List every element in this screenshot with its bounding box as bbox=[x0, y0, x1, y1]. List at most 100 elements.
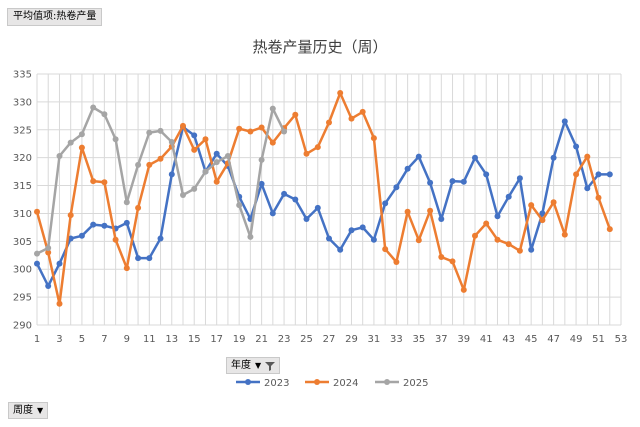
data-point-2024 bbox=[78, 144, 85, 151]
data-point-2024 bbox=[516, 247, 523, 254]
data-point-2025 bbox=[191, 185, 198, 192]
x-tick-label: 19 bbox=[233, 334, 246, 345]
legend-marker-2024 bbox=[314, 379, 320, 385]
data-point-2025 bbox=[78, 131, 85, 138]
x-tick-label: 27 bbox=[323, 334, 336, 345]
legend-label-2024: 2024 bbox=[333, 378, 358, 389]
report-filter-button[interactable]: 平均值项:热卷产量 bbox=[7, 8, 103, 26]
data-point-2024 bbox=[606, 226, 613, 233]
data-point-2024 bbox=[191, 146, 198, 153]
data-point-2023 bbox=[595, 171, 602, 178]
data-point-2023 bbox=[258, 180, 265, 187]
year-field-button[interactable]: 年度 ▼ bbox=[226, 357, 281, 374]
data-point-2023 bbox=[45, 283, 52, 289]
filter-funnel-icon bbox=[265, 361, 276, 371]
data-point-2023 bbox=[460, 178, 467, 185]
data-point-2024 bbox=[157, 155, 164, 162]
data-point-2025 bbox=[67, 139, 74, 146]
x-tick-label: 51 bbox=[592, 334, 605, 345]
data-point-2025 bbox=[168, 139, 175, 145]
data-point-2025 bbox=[123, 199, 130, 206]
data-point-2023 bbox=[34, 260, 40, 267]
data-point-2023 bbox=[606, 171, 613, 178]
report-filter-label: 平均值项:热卷产量 bbox=[13, 11, 97, 22]
data-point-2024 bbox=[359, 108, 366, 115]
data-point-2025 bbox=[157, 127, 164, 134]
chart-title: 热卷产量历史（周） bbox=[252, 38, 387, 56]
data-point-2024 bbox=[573, 171, 580, 178]
data-point-2024 bbox=[415, 237, 422, 244]
data-point-2023 bbox=[67, 235, 74, 242]
data-point-2023 bbox=[404, 165, 411, 172]
x-tick-label: 9 bbox=[124, 334, 130, 345]
data-point-2023 bbox=[584, 185, 591, 192]
data-point-2023 bbox=[90, 221, 97, 228]
data-point-2024 bbox=[460, 286, 467, 293]
data-point-2024 bbox=[438, 254, 445, 260]
x-tick-label: 25 bbox=[300, 334, 313, 345]
data-point-2024 bbox=[528, 202, 535, 209]
y-tick-label: 295 bbox=[13, 293, 32, 304]
data-point-2023 bbox=[550, 154, 557, 161]
x-tick-label: 23 bbox=[278, 334, 291, 345]
data-point-2023 bbox=[56, 260, 63, 267]
data-point-2024 bbox=[67, 212, 74, 219]
data-point-2024 bbox=[236, 125, 243, 132]
data-point-2025 bbox=[213, 159, 220, 166]
data-point-2023 bbox=[78, 232, 85, 239]
data-point-2024 bbox=[584, 153, 591, 160]
x-tick-label: 31 bbox=[368, 334, 381, 345]
data-point-2024 bbox=[213, 178, 220, 185]
x-tick-label: 37 bbox=[435, 334, 448, 345]
data-point-2023 bbox=[314, 204, 321, 211]
data-point-2025 bbox=[56, 153, 63, 159]
data-point-2023 bbox=[370, 236, 377, 243]
data-point-2023 bbox=[157, 235, 164, 242]
data-point-2024 bbox=[112, 236, 119, 243]
data-point-2024 bbox=[90, 178, 97, 185]
week-field-label: 周度 bbox=[13, 405, 33, 416]
data-point-2025 bbox=[101, 111, 108, 118]
data-point-2023 bbox=[393, 184, 400, 191]
data-point-2023 bbox=[382, 200, 389, 207]
x-tick-label: 7 bbox=[101, 334, 107, 345]
x-tick-label: 29 bbox=[345, 334, 358, 345]
data-point-2024 bbox=[404, 208, 411, 215]
x-tick-label: 13 bbox=[165, 334, 178, 345]
data-point-2024 bbox=[370, 135, 377, 142]
data-point-2025 bbox=[34, 250, 40, 257]
data-point-2025 bbox=[202, 168, 209, 175]
x-tick-label: 11 bbox=[143, 334, 156, 345]
data-point-2024 bbox=[326, 119, 332, 126]
data-point-2023 bbox=[483, 171, 490, 178]
data-point-2024 bbox=[34, 208, 40, 215]
x-tick-label: 21 bbox=[255, 334, 268, 345]
data-point-2023 bbox=[191, 132, 198, 139]
data-point-2023 bbox=[168, 171, 175, 178]
data-point-2024 bbox=[483, 220, 490, 227]
data-point-2023 bbox=[146, 255, 153, 262]
data-point-2023 bbox=[415, 153, 422, 160]
data-point-2024 bbox=[258, 124, 265, 131]
x-tick-label: 33 bbox=[390, 334, 403, 345]
y-tick-label: 290 bbox=[13, 321, 32, 332]
week-field-button[interactable]: 周度 ▼ bbox=[8, 402, 49, 419]
data-point-2023 bbox=[427, 179, 434, 186]
data-point-2024 bbox=[123, 265, 130, 272]
data-point-2023 bbox=[281, 190, 288, 197]
y-tick-label: 330 bbox=[13, 97, 32, 108]
x-tick-label: 43 bbox=[502, 334, 515, 345]
data-point-2024 bbox=[247, 128, 254, 135]
data-point-2024 bbox=[382, 246, 389, 253]
data-point-2024 bbox=[337, 90, 344, 96]
x-tick-label: 47 bbox=[547, 334, 560, 345]
y-tick-label: 310 bbox=[13, 209, 32, 220]
data-point-2023 bbox=[449, 178, 456, 185]
data-point-2023 bbox=[359, 224, 366, 231]
data-point-2025 bbox=[281, 128, 288, 135]
data-point-2025 bbox=[247, 233, 254, 240]
data-point-2025 bbox=[135, 161, 142, 168]
data-point-2023 bbox=[573, 143, 580, 150]
legend-label-2025: 2025 bbox=[403, 378, 428, 389]
